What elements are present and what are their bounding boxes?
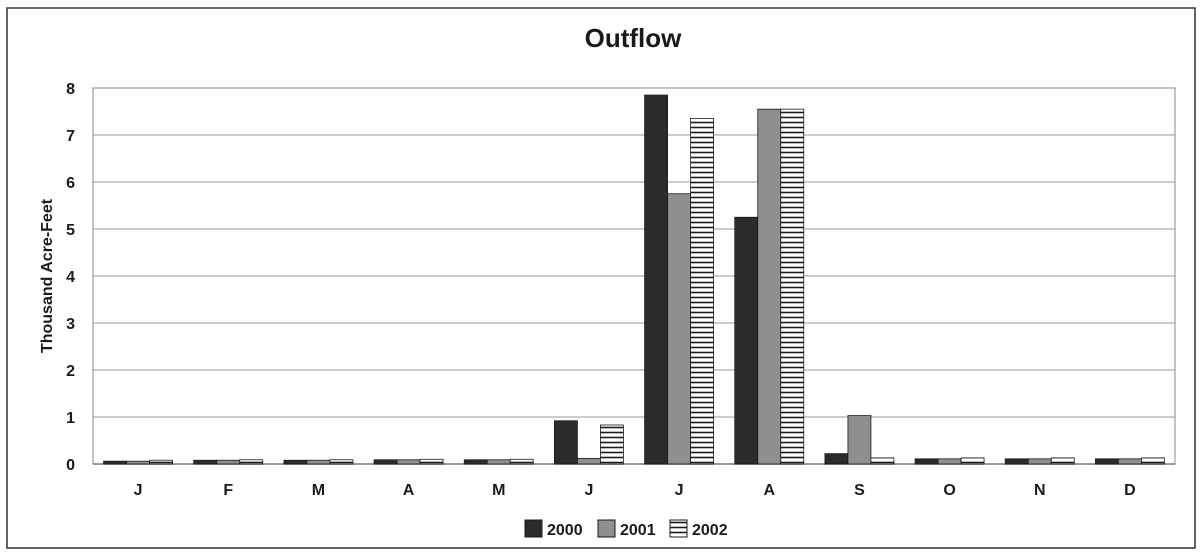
legend-swatch-2001 bbox=[597, 519, 616, 538]
bar-2002 bbox=[419, 458, 444, 465]
bars bbox=[103, 94, 1165, 465]
bar-2000 bbox=[914, 458, 939, 465]
bar-2001 bbox=[847, 415, 872, 465]
plot-area bbox=[92, 87, 1176, 465]
legend-label-2002: 2002 bbox=[692, 522, 728, 539]
bar-2000 bbox=[734, 216, 759, 465]
y-axis-label: Thousand Acre-Feet bbox=[39, 198, 56, 353]
bar-2001 bbox=[306, 459, 331, 465]
legend-label-2001: 2001 bbox=[620, 522, 656, 539]
bar-2000 bbox=[193, 459, 218, 465]
bar-2000 bbox=[554, 420, 578, 465]
bar-2000 bbox=[373, 459, 398, 465]
chart-title: Outflow bbox=[585, 23, 683, 53]
bar-2001 bbox=[577, 457, 601, 465]
bar-2000 bbox=[1004, 458, 1029, 465]
bar-2002 bbox=[1050, 457, 1075, 465]
bar-2002 bbox=[600, 424, 624, 465]
y-tick-label: 3 bbox=[66, 316, 75, 333]
bar-2002 bbox=[329, 459, 354, 465]
x-tick-label: J bbox=[675, 482, 684, 499]
bar-2002 bbox=[1141, 457, 1165, 465]
bar-2001 bbox=[216, 459, 241, 465]
bar-2001 bbox=[667, 193, 691, 465]
legend-label-2000: 2000 bbox=[547, 522, 583, 539]
y-tick-label: 2 bbox=[66, 363, 75, 380]
x-tick-label: M bbox=[492, 482, 505, 499]
bar-2001 bbox=[1118, 458, 1142, 465]
bar-2002 bbox=[690, 118, 714, 465]
x-tick-label: N bbox=[1034, 482, 1046, 499]
y-tick-label: 4 bbox=[66, 269, 75, 286]
legend: 2000 2001 2002 bbox=[524, 519, 728, 539]
bar-2001 bbox=[757, 108, 782, 465]
bar-2000 bbox=[103, 460, 127, 465]
chart-border bbox=[6, 7, 1196, 549]
x-tick-label: A bbox=[763, 482, 775, 499]
bar-2000 bbox=[1095, 458, 1119, 465]
gridlines bbox=[92, 87, 1176, 465]
bar-2002 bbox=[870, 457, 895, 465]
x-tick-label: J bbox=[134, 482, 143, 499]
legend-swatch-2002 bbox=[669, 519, 688, 538]
y-tick-label: 6 bbox=[66, 175, 75, 192]
x-tick-label: M bbox=[312, 482, 325, 499]
bar-2001 bbox=[396, 459, 421, 465]
y-tick-label: 0 bbox=[66, 457, 75, 474]
y-tick-labels: 0 1 2 3 4 5 6 7 8 bbox=[66, 81, 75, 474]
bar-2002 bbox=[780, 108, 805, 465]
bar-2000 bbox=[463, 459, 488, 465]
x-tick-label: D bbox=[1124, 482, 1136, 499]
y-tick-label: 8 bbox=[66, 81, 75, 98]
bar-2000 bbox=[644, 94, 668, 465]
bar-2001 bbox=[1027, 458, 1052, 465]
legend-swatch-2000 bbox=[524, 519, 543, 538]
bar-2000 bbox=[824, 453, 849, 465]
bar-2001 bbox=[937, 458, 962, 465]
x-tick-label: O bbox=[943, 482, 955, 499]
bar-2002 bbox=[239, 459, 264, 465]
bar-2002 bbox=[960, 457, 985, 465]
bar-2002 bbox=[149, 459, 173, 465]
x-tick-label: A bbox=[403, 482, 415, 499]
y-tick-label: 7 bbox=[66, 128, 75, 145]
bar-2002 bbox=[509, 458, 534, 465]
x-tick-label: F bbox=[223, 482, 233, 499]
x-tick-label: J bbox=[584, 482, 593, 499]
y-tick-label: 5 bbox=[66, 222, 75, 239]
y-tick-label: 1 bbox=[66, 410, 75, 427]
bar-2001 bbox=[486, 459, 511, 465]
x-tick-label: S bbox=[854, 482, 865, 499]
bar-2000 bbox=[283, 459, 308, 465]
bar-2001 bbox=[126, 460, 150, 465]
